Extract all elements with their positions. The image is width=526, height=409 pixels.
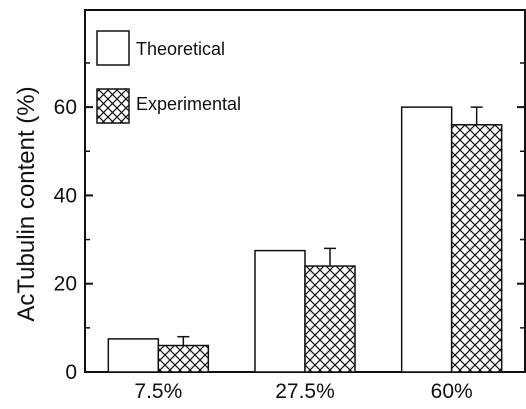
bar-theoretical [254, 249, 306, 373]
x-tick-label: 60% [431, 380, 473, 403]
bar-experimental [304, 265, 356, 373]
bars [107, 106, 503, 373]
y-tick-label: 0 [65, 361, 77, 384]
bar-experimental [157, 344, 210, 373]
bar-experimental [450, 124, 503, 373]
bar-theoretical [107, 338, 160, 373]
y-tick-label: 60 [54, 96, 77, 119]
y-axis-label: AcTubulin content (%) [13, 86, 40, 321]
y-tick-label: 40 [54, 184, 77, 207]
legend-swatch-experimental [96, 88, 130, 124]
legend-label-experimental: Experimental [136, 94, 241, 114]
error-bars [177, 106, 483, 346]
y-axis-ticks: 0 20 40 60 [54, 62, 525, 384]
legend-label-theoretical: Theoretical [136, 39, 225, 59]
x-tick-label: 7.5% [134, 380, 182, 403]
x-tick-label: 27.5% [275, 380, 335, 403]
y-tick-label: 20 [54, 273, 77, 296]
bar-theoretical [400, 106, 453, 373]
legend: Theoretical Experimental [96, 30, 241, 124]
legend-swatch-theoretical [96, 30, 130, 66]
x-axis-ticks: 7.5% 27.5% 60% [134, 380, 472, 403]
